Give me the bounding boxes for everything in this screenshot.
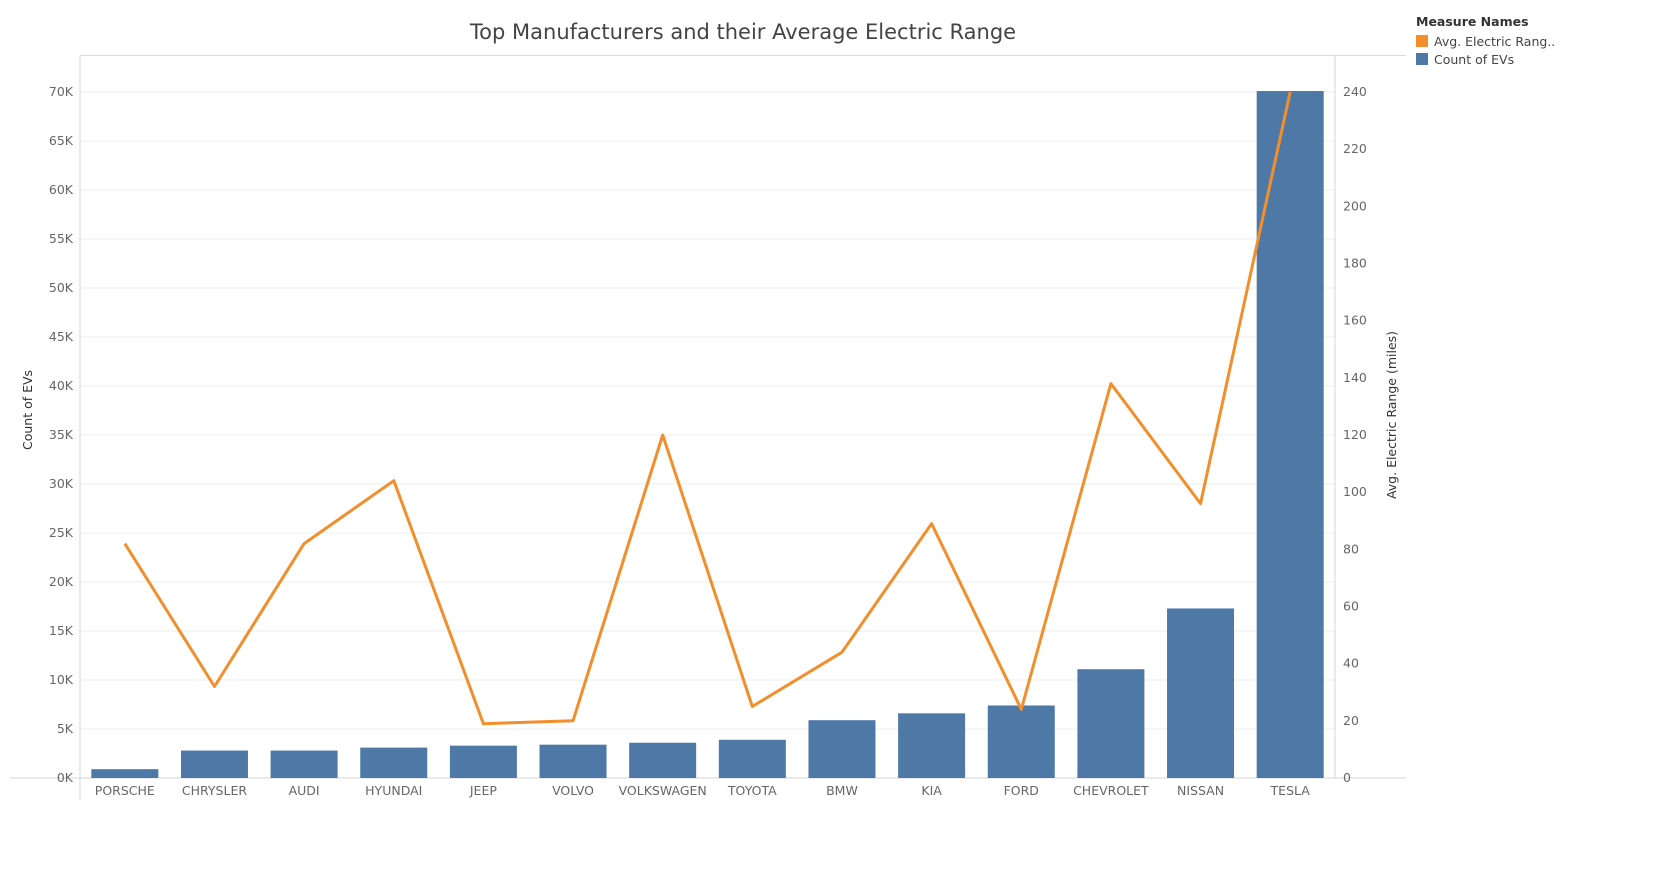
left-axis-label: Count of EVs [20,370,35,450]
x-tick-label: BMW [826,783,858,798]
bar-hyundai [360,747,428,778]
bar-toyota [718,739,786,778]
gridlines [80,91,1335,730]
legend-title: Measure Names [1416,14,1529,29]
x-tick-label: PORSCHE [95,783,155,798]
bar-jeep [449,745,517,778]
bar-ford [987,705,1055,778]
y2-tick-label: 60 [1343,599,1359,614]
avg-range-line [123,91,1292,726]
x-tick-label: VOLVO [552,783,594,798]
right-axis-label: Avg. Electric Range (miles) [1384,331,1399,499]
left-axis-ticks: 0K 5K 10K 15K 20K 25K 30K 35K 40K 45K 50K 55K 60K 65K… [49,84,74,785]
bar-bmw [808,720,876,778]
bar-chevrolet [1077,669,1145,778]
bar-audi [270,750,338,778]
x-tick-label: FORD [1004,783,1039,798]
bar-kia [898,713,966,778]
y2-tick-label: 20 [1343,713,1359,728]
x-tick-label: TOYOTA [727,783,777,798]
y-tick-label: 50K [49,280,74,295]
legend-label: Avg. Electric Rang.. [1434,33,1556,49]
bar-tesla [1256,91,1324,778]
x-tick-label: CHEVROLET [1073,783,1149,798]
y2-tick-label: 220 [1343,141,1367,156]
y2-tick-label: 160 [1343,313,1367,328]
y-tick-label: 40K [49,378,74,393]
legend-swatch-blue [1416,53,1428,65]
y-tick-label: 70K [49,84,74,99]
bar-volvo [539,744,607,778]
bar-chrysler [180,750,248,778]
right-axis-ticks: 0 20 40 60 80 100 120 140 160 180 200 220 240 [1343,84,1367,785]
y-tick-label: 45K [49,329,74,344]
y2-tick-label: 180 [1343,256,1367,271]
y2-tick-label: 200 [1343,198,1367,213]
legend-label: Count of EVs [1434,51,1515,67]
y-tick-label: 35K [49,427,74,442]
x-tick-label: AUDI [289,783,320,798]
avg-range-polyline [123,91,1292,726]
y-tick-label: 25K [49,525,74,540]
y2-tick-label: 100 [1343,484,1367,499]
category-labels: PORSCHE CHRYSLER AUDI HYUNDAI JEEP VOLVO VOLKS… [95,783,1310,798]
y2-tick-label: 240 [1343,84,1367,99]
x-tick-label: JEEP [469,783,497,798]
y-tick-label: 60K [49,182,74,197]
y-tick-label: 30K [49,476,74,491]
x-tick-label: KIA [921,783,942,798]
y-tick-label: 0K [57,770,74,785]
x-tick-label: VOLKSWAGEN [619,783,707,798]
legend-swatch-orange [1416,35,1428,47]
x-tick-label: NISSAN [1177,783,1224,798]
y-tick-label: 20K [49,574,74,589]
legend-item-avg-electric-range[interactable]: Avg. Electric Rang.. [1416,32,1576,50]
x-tick-label: CHRYSLER [182,783,247,798]
y-tick-label: 5K [57,721,74,736]
y-tick-label: 10K [49,672,74,687]
bar-porsche [91,769,159,778]
bar-nissan [1167,608,1235,778]
y2-tick-label: 140 [1343,370,1367,385]
y-tick-label: 55K [49,231,74,246]
chart-title: Top Manufacturers and their Average Elec… [469,20,1017,44]
y-tick-label: 15K [49,623,74,638]
y2-tick-label: 120 [1343,427,1367,442]
y-tick-label: 65K [49,133,74,148]
y2-tick-label: 40 [1343,656,1359,671]
x-tick-label: TESLA [1270,783,1311,798]
y2-tick-label: 80 [1343,541,1359,556]
legend[interactable]: Measure Names Avg. Electric Rang.. Count… [1416,14,1576,68]
y2-tick-label: 0 [1343,770,1351,785]
legend-item-count-of-evs[interactable]: Count of EVs [1416,50,1576,68]
bars [91,91,1324,778]
bar-volkswagen [629,742,697,778]
title-divider [80,55,1406,56]
x-tick-label: HYUNDAI [365,783,422,798]
